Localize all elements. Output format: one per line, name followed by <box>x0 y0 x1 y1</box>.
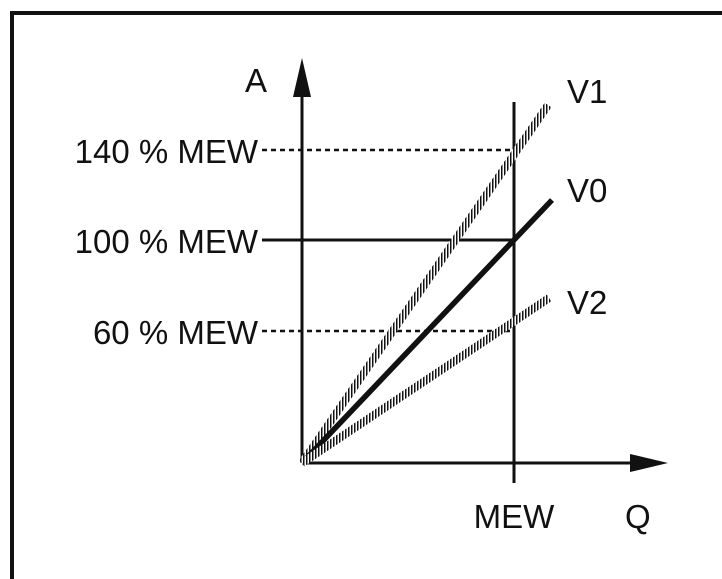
figure-frame <box>10 11 722 579</box>
v0-line <box>300 198 554 465</box>
v2-label: V2 <box>567 284 607 321</box>
mew-marker-label: MEW <box>474 498 556 535</box>
v0-label: V0 <box>567 172 607 209</box>
level-100-label: 100 % MEW <box>75 223 259 260</box>
level-60-label: 60 % MEW <box>93 314 259 351</box>
v1-label: V1 <box>567 73 607 110</box>
y-axis-arrow-icon <box>293 58 311 97</box>
level-140-label: 140 % MEW <box>75 133 259 170</box>
y-axis-label: A <box>245 62 267 99</box>
x-axis-label: Q <box>625 498 651 535</box>
v2-line <box>299 294 552 467</box>
x-axis-arrow-icon <box>630 454 668 472</box>
v1-line <box>298 102 552 466</box>
